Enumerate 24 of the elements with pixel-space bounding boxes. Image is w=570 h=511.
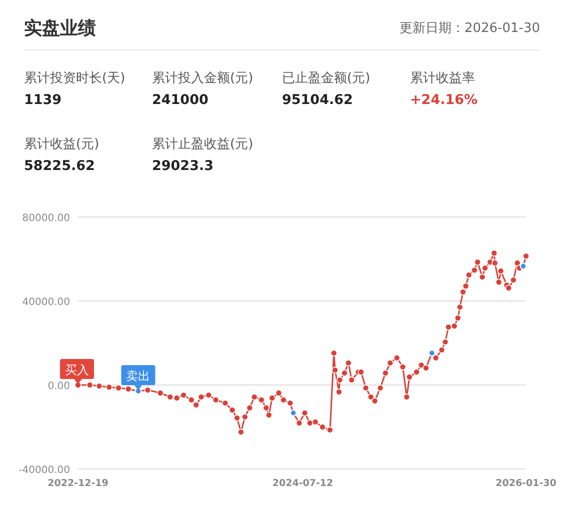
text: +24.16% xyxy=(410,92,478,108)
x-tick-label: 2022-12-19 xyxy=(48,478,108,489)
text: 29023.3 xyxy=(152,158,214,174)
x-tick-label: 2026-01-30 xyxy=(496,478,557,489)
y-tick-label: 40000.00 xyxy=(22,297,70,308)
category-label: 累计收益率 xyxy=(410,70,475,86)
text: 95104.62 xyxy=(282,92,353,108)
annotation: 卖出 xyxy=(121,365,156,390)
category-label: 累计投资时长(天) xyxy=(24,71,126,86)
text: 1139 xyxy=(24,92,62,108)
annotation: 买入 xyxy=(65,363,89,377)
text: 实盘业绩 xyxy=(24,18,96,39)
text: 更新日期：2026-01-30 xyxy=(399,21,540,36)
annotation: 卖出 xyxy=(126,369,150,384)
x-tick-label: 2024-07-12 xyxy=(272,478,334,489)
text: 58225.62 xyxy=(24,158,95,174)
category-label: 累计收益(元) xyxy=(24,137,100,152)
y-tick-label: 80000.00 xyxy=(22,213,70,224)
category-label: 累计投入金额(元) xyxy=(152,71,254,86)
category-label: 累计止盈收益(元) xyxy=(152,137,254,152)
y-tick-label: -40000.00 xyxy=(18,465,70,476)
text: 241000 xyxy=(152,92,208,108)
category-label: 已止盈金额(元) xyxy=(282,71,370,86)
y-tick-label: 0.00 xyxy=(48,381,70,392)
